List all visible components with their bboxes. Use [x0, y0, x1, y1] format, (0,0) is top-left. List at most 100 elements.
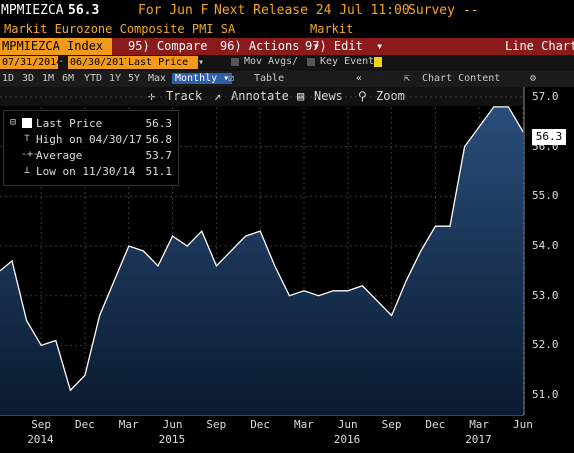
y-tick-label: 55.0: [532, 189, 559, 203]
price-area: [0, 106, 523, 416]
compare-button[interactable]: 95) Compare: [128, 39, 208, 53]
legend-avg-label: Average: [36, 149, 83, 162]
period-3d[interactable]: 3D: [22, 73, 35, 84]
period-1y[interactable]: 1Y: [109, 73, 122, 84]
price-chart[interactable]: [0, 87, 574, 417]
x-tick-label: Jun: [337, 418, 358, 431]
legend-high-value: 56.8: [145, 133, 173, 146]
key-events-checkbox[interactable]: [307, 58, 315, 66]
x-tick-label: Sep: [206, 418, 227, 431]
legend-avg-value: 53.7: [145, 149, 173, 162]
last-price-badge: 56.3: [532, 129, 566, 145]
annotate-button[interactable]: Annotate: [231, 89, 289, 103]
key-events-icon[interactable]: [374, 57, 382, 67]
x-tick-label: Mar: [469, 418, 490, 431]
actions-label: 96) Actions: [220, 39, 300, 53]
x-year-label: 2014: [27, 433, 54, 446]
x-tick-label: Sep: [381, 418, 402, 431]
period-5y[interactable]: 5Y: [128, 73, 141, 84]
edit-menu[interactable]: 97) Edit ▾: [305, 38, 383, 55]
chart-content-icon[interactable]: ⇱: [404, 73, 411, 84]
x-year-label: 2016: [333, 433, 361, 446]
last-value: 56.3: [68, 3, 100, 18]
x-tick-label: Jun: [162, 418, 183, 431]
track-button[interactable]: Track: [166, 89, 203, 103]
x-year-label: 2017: [465, 433, 492, 446]
field-select[interactable]: Last Price: [126, 56, 198, 69]
x-tick-label: Dec: [75, 418, 95, 431]
table-chart-icon[interactable]: ⧄: [228, 73, 235, 84]
news-icon: ▤: [297, 89, 305, 103]
x-tick-label: Jun: [513, 418, 533, 431]
expand-icon[interactable]: ⊟: [10, 117, 17, 128]
annotate-icon: ↗: [214, 89, 222, 103]
key-events-label: Key Events: [320, 56, 381, 67]
average-marker-icon: -+-: [21, 149, 40, 160]
data-source: Markit: [310, 22, 354, 36]
x-tick-label: Mar: [118, 418, 139, 431]
high-marker-icon: ⊤: [24, 133, 31, 144]
end-date-input[interactable]: 06/30/2017: [68, 56, 131, 69]
period-1d[interactable]: 1D: [2, 73, 15, 84]
period-bar: 1D 3D 1M 6M YTD 1Y 5Y Max Monthly ▾ ⧄ Ta…: [0, 71, 574, 87]
frequency-select[interactable]: Monthly ▾: [172, 73, 233, 84]
survey-label: Survey --: [408, 3, 479, 18]
crosshair-icon: ✛: [148, 89, 156, 103]
function-toolbar: MPMIEZCA Index 95) Compare 96) Actions ▾…: [0, 38, 574, 55]
y-tick-label: 51.0: [532, 388, 559, 402]
legend-high-label: High on 04/30/17: [36, 133, 142, 146]
legend-row-last[interactable]: ⊟ Last Price 56.3: [8, 117, 174, 131]
period-1m[interactable]: 1M: [42, 73, 55, 84]
legend-last-label: Last Price: [36, 117, 103, 130]
legend-row-low: ⊥ Low on 11/30/14 51.1: [8, 165, 174, 179]
low-marker-icon: ⊥: [24, 165, 31, 176]
field-dropdown-icon[interactable]: ▾: [198, 57, 205, 68]
ticker-symbol: MPMIEZCA: [1, 3, 64, 18]
collapse-icon[interactable]: «: [356, 73, 363, 84]
x-tick-label: Mar: [294, 418, 314, 431]
security-name: Markit Eurozone Composite PMI SA: [4, 22, 236, 36]
legend-low-value: 51.1: [145, 165, 173, 178]
y-tick-label: 57.0: [532, 89, 559, 103]
x-year-label: 2015: [158, 433, 186, 446]
period-6m[interactable]: 6M: [62, 73, 75, 84]
y-tick-label: 53.0: [532, 288, 559, 302]
table-button[interactable]: Table: [254, 73, 285, 84]
x-tick-label: Sep: [31, 418, 52, 431]
frequency-label: Monthly: [175, 73, 218, 84]
legend-last-value: 56.3: [145, 117, 173, 130]
y-tick-label: 54.0: [532, 239, 559, 253]
x-tick-label: Dec: [425, 418, 446, 431]
legend-low-label: Low on 11/30/14: [36, 165, 136, 178]
period-ytd[interactable]: YTD: [84, 73, 103, 84]
gear-icon[interactable]: ⚙: [530, 73, 537, 84]
security-header: MPMIEZCA 56.3 For Jun F Next Release 24 …: [0, 0, 574, 22]
start-date-input[interactable]: 07/31/2014: [0, 56, 63, 69]
period-label: For Jun F: [138, 3, 209, 18]
edit-label: 97) Edit: [305, 39, 363, 53]
price-line: [0, 106, 524, 392]
x-tick-label: Dec: [250, 418, 271, 431]
legend-row-high: ⊤ High on 04/30/17 56.8: [8, 133, 174, 147]
chart-content-button[interactable]: Chart Content: [422, 73, 501, 84]
date-range-bar: 07/31/2014 - 06/30/2017 Last Price ▾ Mov…: [0, 55, 574, 71]
pencil-icon[interactable]: /: [292, 56, 299, 67]
chart-legend: ⊟ Last Price 56.3 ⊤ High on 04/30/17 56.…: [3, 110, 179, 186]
y-tick-label: 52.0: [532, 338, 559, 352]
legend-row-average: -+- Average 53.7: [8, 149, 174, 163]
zoom-button[interactable]: Zoom: [376, 89, 405, 103]
period-max[interactable]: Max: [148, 73, 167, 84]
last-price-swatch: [22, 118, 32, 128]
news-button[interactable]: News: [314, 89, 343, 103]
actions-menu[interactable]: 96) Actions ▾: [220, 38, 320, 55]
mov-avgs-checkbox[interactable]: [231, 58, 239, 66]
security-description: Markit Eurozone Composite PMI SA Markit: [0, 22, 574, 38]
mov-avgs-label: Mov Avgs: [244, 56, 293, 67]
next-release: Next Release 24 Jul 11:00: [214, 3, 410, 18]
ticker-index-field[interactable]: MPMIEZCA Index: [0, 38, 112, 55]
zoom-icon: ⚲: [358, 89, 367, 103]
chevron-down-icon: ▾: [376, 39, 384, 53]
chart-type-label: Line Chart: [505, 39, 574, 53]
chevron-down-icon: ▾: [312, 39, 320, 53]
range-dash: -: [58, 56, 65, 67]
